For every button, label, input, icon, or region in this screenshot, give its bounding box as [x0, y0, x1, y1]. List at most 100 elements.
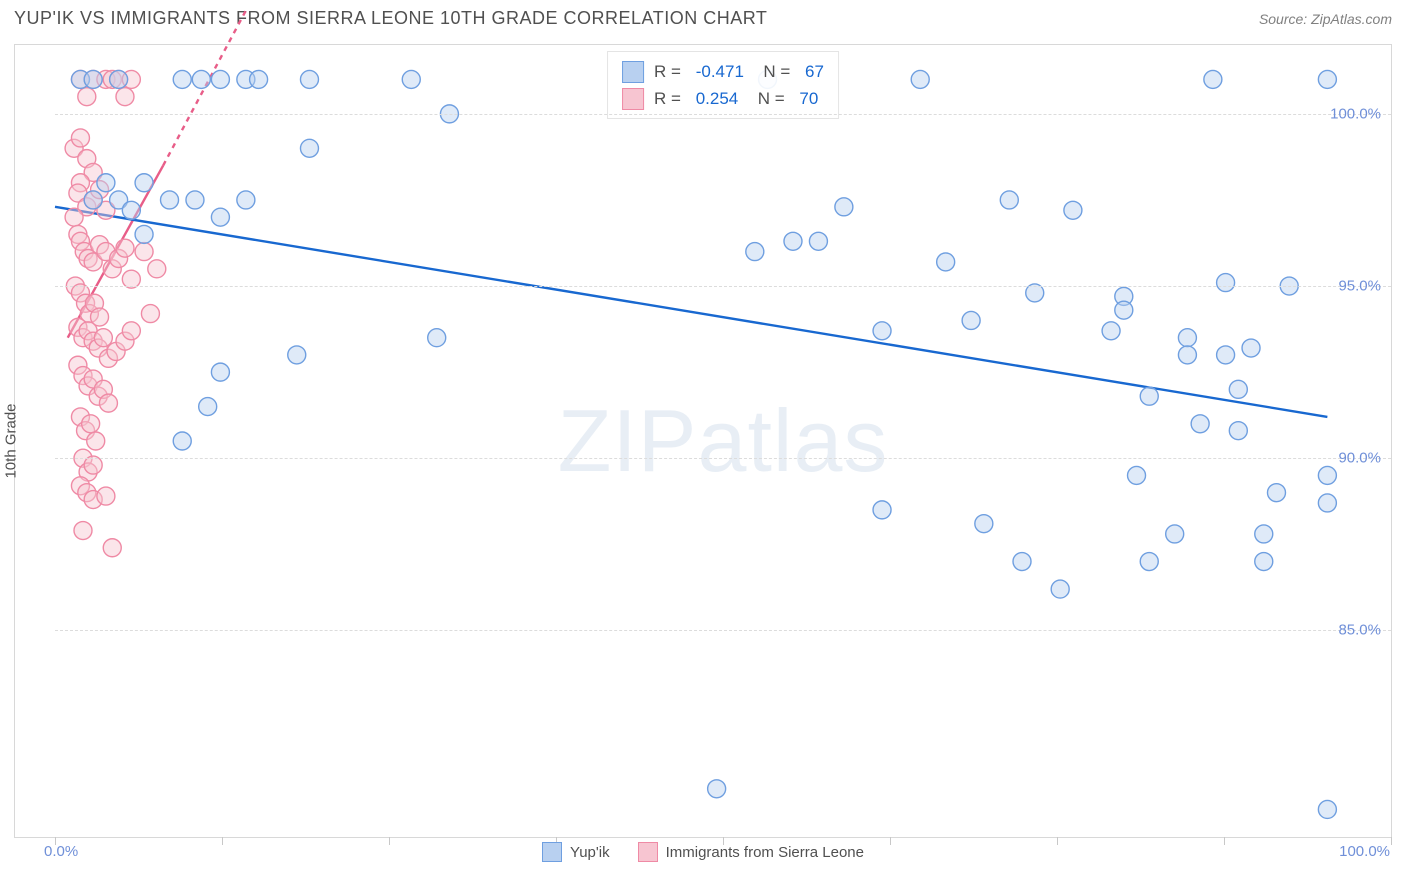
- y-tick-label: 90.0%: [1338, 450, 1381, 467]
- legend-n-label: N =: [748, 85, 789, 112]
- legend-n-label: N =: [754, 58, 795, 85]
- legend-n-blue: 67: [805, 58, 824, 85]
- scatter-point: [87, 432, 105, 450]
- gridline: [55, 458, 1391, 459]
- y-axis-label: 10th Grade: [3, 403, 20, 478]
- legend-swatch-blue: [622, 61, 644, 83]
- legend-n-pink: 70: [799, 85, 818, 112]
- scatter-point: [975, 515, 993, 533]
- scatter-point: [1255, 553, 1273, 571]
- correlation-legend: R = -0.471 N = 67 R = 0.254 N = 70: [607, 51, 839, 119]
- scatter-point: [103, 539, 121, 557]
- scatter-point: [1229, 422, 1247, 440]
- chart-frame: 10th Grade ZIPatlas R = -0.471 N = 67 R …: [14, 44, 1392, 838]
- scatter-point: [97, 174, 115, 192]
- scatter-point: [173, 432, 191, 450]
- plot-area: ZIPatlas R = -0.471 N = 67 R = 0.254 N =…: [55, 45, 1391, 837]
- scatter-point: [71, 129, 89, 147]
- scatter-point: [110, 70, 128, 88]
- scatter-point: [211, 208, 229, 226]
- scatter-point: [1204, 70, 1222, 88]
- scatter-point: [1178, 346, 1196, 364]
- scatter-point: [1229, 380, 1247, 398]
- series-legend: Yup'ik Immigrants from Sierra Leone: [0, 842, 1406, 862]
- series-label-pink: Immigrants from Sierra Leone: [666, 844, 864, 861]
- scatter-point: [116, 239, 134, 257]
- scatter-point: [962, 311, 980, 329]
- scatter-point: [911, 70, 929, 88]
- scatter-point: [135, 243, 153, 261]
- scatter-point: [746, 243, 764, 261]
- chart-source: Source: ZipAtlas.com: [1259, 11, 1392, 27]
- gridline: [55, 286, 1391, 287]
- scatter-point: [1140, 387, 1158, 405]
- y-tick-label: 95.0%: [1338, 278, 1381, 295]
- scatter-point: [300, 139, 318, 157]
- scatter-points-svg: [55, 45, 1391, 837]
- scatter-point: [1217, 346, 1235, 364]
- scatter-point: [161, 191, 179, 209]
- scatter-point: [809, 232, 827, 250]
- scatter-point: [141, 305, 159, 323]
- scatter-point: [173, 70, 191, 88]
- scatter-point: [1166, 525, 1184, 543]
- gridline: [55, 630, 1391, 631]
- scatter-point: [211, 363, 229, 381]
- scatter-point: [1051, 580, 1069, 598]
- scatter-point: [135, 174, 153, 192]
- scatter-point: [1318, 800, 1336, 818]
- scatter-point: [74, 522, 92, 540]
- scatter-point: [116, 88, 134, 106]
- series-label-blue: Yup'ik: [570, 844, 610, 861]
- scatter-point: [708, 780, 726, 798]
- scatter-point: [97, 487, 115, 505]
- scatter-point: [211, 70, 229, 88]
- scatter-point: [402, 70, 420, 88]
- scatter-point: [84, 70, 102, 88]
- scatter-point: [428, 329, 446, 347]
- legend-r-label: R =: [654, 58, 686, 85]
- scatter-point: [300, 70, 318, 88]
- scatter-point: [873, 501, 891, 519]
- scatter-point: [135, 225, 153, 243]
- y-tick-label: 100.0%: [1330, 105, 1381, 122]
- scatter-point: [122, 322, 140, 340]
- scatter-point: [192, 70, 210, 88]
- scatter-point: [199, 398, 217, 416]
- scatter-point: [99, 394, 117, 412]
- gridline: [55, 114, 1391, 115]
- scatter-point: [937, 253, 955, 271]
- legend-swatch-pink: [622, 88, 644, 110]
- scatter-point: [1318, 466, 1336, 484]
- scatter-point: [1115, 301, 1133, 319]
- series-swatch-pink: [638, 842, 658, 862]
- scatter-point: [1267, 484, 1285, 502]
- scatter-point: [1128, 466, 1146, 484]
- scatter-point: [1178, 329, 1196, 347]
- scatter-point: [835, 198, 853, 216]
- scatter-point: [1242, 339, 1260, 357]
- scatter-point: [1000, 191, 1018, 209]
- scatter-point: [1217, 274, 1235, 292]
- scatter-point: [84, 191, 102, 209]
- scatter-point: [122, 201, 140, 219]
- legend-r-blue: -0.471: [696, 58, 744, 85]
- chart-title: YUP'IK VS IMMIGRANTS FROM SIERRA LEONE 1…: [14, 8, 767, 29]
- y-tick-label: 85.0%: [1338, 622, 1381, 639]
- scatter-point: [78, 88, 96, 106]
- scatter-point: [1140, 553, 1158, 571]
- scatter-point: [873, 322, 891, 340]
- scatter-point: [1102, 322, 1120, 340]
- scatter-point: [94, 329, 112, 347]
- scatter-point: [288, 346, 306, 364]
- scatter-point: [1064, 201, 1082, 219]
- scatter-point: [1318, 70, 1336, 88]
- scatter-point: [250, 70, 268, 88]
- scatter-point: [82, 415, 100, 433]
- scatter-point: [1013, 553, 1031, 571]
- scatter-point: [784, 232, 802, 250]
- scatter-point: [186, 191, 204, 209]
- scatter-point: [65, 208, 83, 226]
- scatter-point: [1255, 525, 1273, 543]
- series-swatch-blue: [542, 842, 562, 862]
